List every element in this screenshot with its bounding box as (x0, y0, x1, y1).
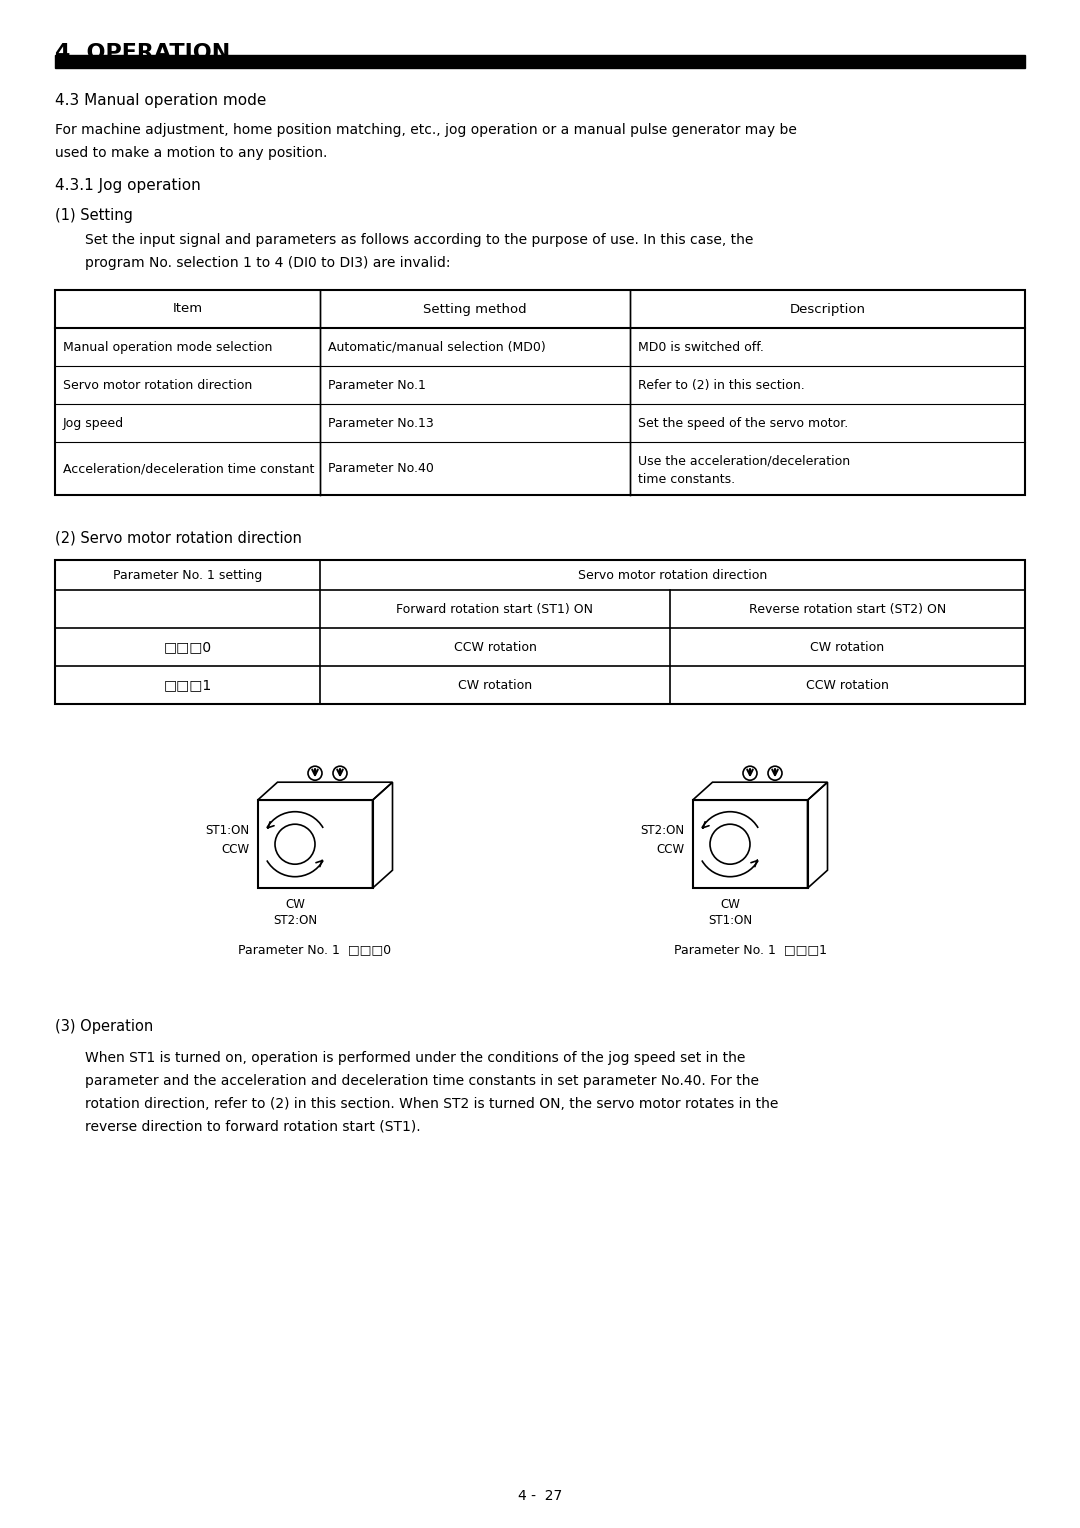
Text: CCW: CCW (657, 843, 685, 856)
Text: Set the input signal and parameters as follows according to the purpose of use. : Set the input signal and parameters as f… (85, 232, 754, 270)
Text: CCW: CCW (221, 843, 249, 856)
Circle shape (333, 766, 347, 781)
Text: (1) Setting: (1) Setting (55, 208, 133, 223)
Text: 4. OPERATION: 4. OPERATION (55, 43, 230, 63)
Text: Jog speed: Jog speed (63, 417, 124, 429)
Text: CW: CW (285, 898, 305, 911)
Text: Setting method: Setting method (423, 303, 527, 315)
Text: 4.3 Manual operation mode: 4.3 Manual operation mode (55, 93, 267, 108)
Text: □□□1: □□□1 (163, 678, 212, 692)
Bar (692, 801, 808, 888)
Text: CW: CW (720, 898, 740, 911)
Text: Forward rotation start (ST1) ON: Forward rotation start (ST1) ON (396, 602, 594, 616)
Text: 4 -  27: 4 - 27 (518, 1488, 562, 1504)
Text: Acceleration/deceleration time constant: Acceleration/deceleration time constant (63, 461, 314, 475)
Text: Description: Description (789, 303, 865, 315)
Bar (55, 290, 1025, 495)
Text: When ST1 is turned on, operation is performed under the conditions of the jog sp: When ST1 is turned on, operation is perf… (85, 1051, 779, 1134)
Text: MD0 is switched off.: MD0 is switched off. (638, 341, 764, 353)
Text: Manual operation mode selection: Manual operation mode selection (63, 341, 272, 353)
Text: Refer to (2) in this section.: Refer to (2) in this section. (638, 379, 805, 391)
Text: Parameter No.1: Parameter No.1 (328, 379, 426, 391)
Text: Set the speed of the servo motor.: Set the speed of the servo motor. (638, 417, 848, 429)
Text: (2) Servo motor rotation direction: (2) Servo motor rotation direction (55, 530, 302, 545)
Text: 4.3.1 Jog operation: 4.3.1 Jog operation (55, 177, 201, 193)
Text: CCW rotation: CCW rotation (454, 640, 537, 654)
Text: Item: Item (173, 303, 203, 315)
Text: Parameter No.13: Parameter No.13 (328, 417, 434, 429)
Text: Automatic/manual selection (MD0): Automatic/manual selection (MD0) (328, 341, 545, 353)
Text: (3) Operation: (3) Operation (55, 1019, 153, 1034)
Text: Servo motor rotation direction: Servo motor rotation direction (63, 379, 253, 391)
Text: Parameter No. 1 setting: Parameter No. 1 setting (113, 568, 262, 582)
Circle shape (308, 766, 322, 781)
Text: ST1:ON: ST1:ON (205, 824, 249, 837)
Text: CW rotation: CW rotation (458, 678, 532, 692)
Text: ST2:ON: ST2:ON (640, 824, 685, 837)
Text: Parameter No. 1  □□□1: Parameter No. 1 □□□1 (674, 943, 826, 957)
Bar (257, 801, 373, 888)
Circle shape (768, 766, 782, 781)
Text: Use the acceleration/deceleration
time constants.: Use the acceleration/deceleration time c… (638, 454, 850, 486)
Text: ST1:ON: ST1:ON (707, 914, 752, 927)
Text: □□□0: □□□0 (163, 640, 212, 654)
Text: CW rotation: CW rotation (810, 640, 885, 654)
Text: ST2:ON: ST2:ON (273, 914, 318, 927)
Text: CCW rotation: CCW rotation (806, 678, 889, 692)
Bar (55, 55, 1025, 69)
Text: Servo motor rotation direction: Servo motor rotation direction (578, 568, 767, 582)
Circle shape (743, 766, 757, 781)
Text: Reverse rotation start (ST2) ON: Reverse rotation start (ST2) ON (748, 602, 946, 616)
Bar (55, 561, 1025, 704)
Text: Parameter No. 1  □□□0: Parameter No. 1 □□□0 (239, 943, 392, 957)
Text: For machine adjustment, home position matching, etc., jog operation or a manual : For machine adjustment, home position ma… (55, 122, 797, 160)
Text: Parameter No.40: Parameter No.40 (328, 461, 434, 475)
